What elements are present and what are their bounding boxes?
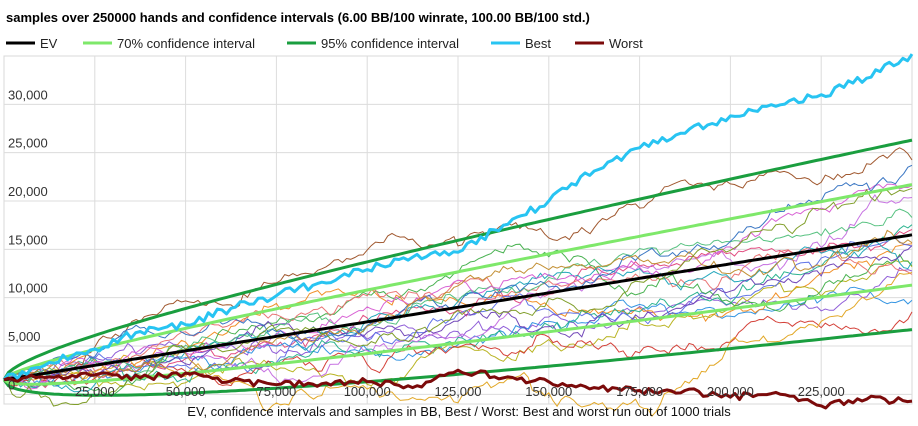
legend-item-worst: Worst <box>575 36 643 51</box>
ci95-upper-line <box>2 138 913 381</box>
x-axis-caption: EV, confidence intervals and samples in … <box>187 404 731 419</box>
legend-item-ev: EV <box>6 36 58 51</box>
ci70-upper-line <box>2 183 913 381</box>
sample-run-line <box>3 187 913 407</box>
y-tick-label: 25,000 <box>8 136 48 151</box>
legend: EV 70% confidence interval 95% confidenc… <box>6 36 643 51</box>
sample-run-line <box>3 224 913 383</box>
y-tick-label: 30,000 <box>8 87 48 102</box>
sample-run-line <box>3 193 913 388</box>
sample-run-line <box>3 208 913 382</box>
y-tick-labels: 0 5,000 10,000 15,000 20,000 25,000 30,000 <box>8 87 48 392</box>
x-tick-labels: 25,000 50,000 75,000 100,000 125,000 150,000 1… <box>75 384 845 399</box>
legend-label-70-ci: 70% confidence interval <box>117 36 255 51</box>
legend-item-70-ci: 70% confidence interval <box>83 36 255 51</box>
x-tick-label: 100,000 <box>344 384 391 399</box>
sample-run-line <box>3 245 913 381</box>
x-tick-label: 125,000 <box>435 384 482 399</box>
legend-label-95-ci: 95% confidence interval <box>321 36 459 51</box>
best-run-line <box>2 53 914 381</box>
chart-title: samples over 250000 hands and confidence… <box>6 10 590 25</box>
sample-run-line <box>3 272 913 417</box>
legend-item-best: Best <box>491 36 551 51</box>
y-tick-label: 15,000 <box>8 232 48 247</box>
best-worst-runs <box>2 53 914 410</box>
y-tick-label: 0 <box>8 377 15 392</box>
sample-run-line <box>3 183 913 390</box>
legend-label-ev: EV <box>40 36 58 51</box>
x-tick-label: 150,000 <box>525 384 572 399</box>
x-tick-label: 200,000 <box>707 384 754 399</box>
x-tick-label: 75,000 <box>257 384 297 399</box>
legend-item-95-ci: 95% confidence interval <box>287 36 459 51</box>
ev-line <box>3 233 913 382</box>
legend-label-worst: Worst <box>609 36 643 51</box>
y-tick-label: 10,000 <box>8 281 48 296</box>
x-tick-label: 225,000 <box>798 384 845 399</box>
x-tick-label: 25,000 <box>75 384 115 399</box>
sample-run-line <box>3 147 913 382</box>
sample-run-line <box>3 229 913 386</box>
x-tick-label: 50,000 <box>166 384 206 399</box>
sample-run-line <box>3 244 913 382</box>
x-tick-label: 175,000 <box>616 384 663 399</box>
y-tick-label: 5,000 <box>8 329 41 344</box>
y-tick-label: 20,000 <box>8 184 48 199</box>
worst-run-line <box>3 368 913 410</box>
ci95-lower-line <box>2 328 913 397</box>
legend-label-best: Best <box>525 36 551 51</box>
